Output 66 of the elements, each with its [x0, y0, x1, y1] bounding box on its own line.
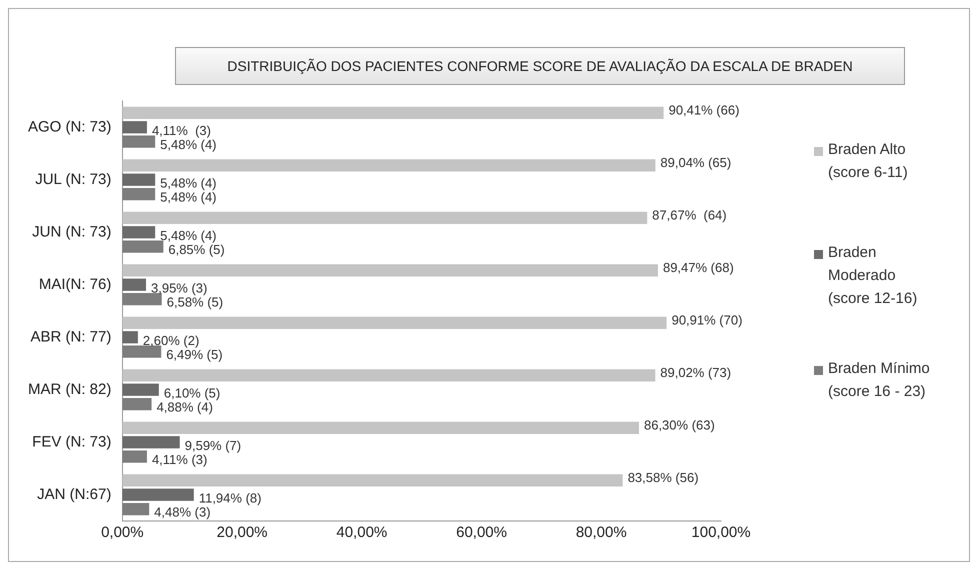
x-tick-label: 20,00%	[216, 524, 268, 542]
data-label: 87,67% (64)	[652, 207, 727, 222]
data-label: 5,48% (4)	[160, 175, 217, 190]
data-label: 9,59% (7)	[184, 438, 242, 453]
data-label: 5,48% (4)	[160, 228, 217, 243]
y-tick-label: JUN (N: 73)	[32, 223, 112, 240]
x-tick-label: 80,00%	[576, 524, 627, 542]
bar	[122, 121, 147, 134]
y-tick-label: FEV (N: 73)	[32, 433, 112, 450]
bar	[122, 316, 667, 329]
bar	[122, 346, 162, 358]
x-tick-label: 0,00%	[101, 524, 144, 542]
bar	[122, 136, 156, 148]
data-label: 3,95% (3)	[150, 280, 208, 296]
y-tick-label: AGO (N: 73)	[28, 118, 112, 136]
bar	[122, 436, 180, 448]
x-tick-label: 100,00%	[691, 524, 751, 542]
bar	[122, 450, 147, 463]
bar	[122, 369, 656, 382]
data-label: 4,11% (3)	[152, 452, 208, 468]
y-tick-label: MAI(N: 76)	[38, 276, 112, 293]
legend-label: Braden Mínimo (score 16 - 23)	[828, 359, 931, 402]
data-label: 6,10% (5)	[164, 385, 220, 400]
x-tick-label: 60,00%	[456, 524, 507, 542]
data-label: 11,94% (8)	[198, 490, 262, 506]
data-label: 6,85% (5)	[168, 242, 225, 258]
data-label: 83,58% (56)	[628, 470, 699, 485]
bar	[122, 384, 159, 396]
chart-title: DSITRIBUIÇÃO DOS PACIENTES CONFORME SCORE DE AVALIAÇÃO DA ESCALA DE BRADEN	[175, 47, 905, 85]
data-label: 6,49% (5)	[166, 347, 223, 362]
bar	[122, 331, 138, 344]
data-label: 6,58% (5)	[166, 294, 224, 310]
data-label: 4,48% (3)	[154, 504, 211, 520]
y-tick-label: JUL (N: 73)	[35, 170, 112, 188]
data-label: 2,60% (2)	[142, 332, 200, 348]
legend-label: Braden Alto (score 6-11)	[828, 140, 909, 183]
bar	[122, 174, 156, 186]
y-tick-label: JAN (N:67)	[37, 486, 112, 503]
bar	[122, 278, 146, 291]
y-tick-label: ABR (N: 77)	[30, 328, 112, 346]
bar	[122, 474, 623, 486]
bar	[122, 422, 639, 434]
bar	[122, 503, 150, 516]
bar	[122, 106, 664, 119]
y-tick-label: MAR (N: 82)	[28, 380, 112, 398]
data-label: 5,48% (4)	[160, 137, 217, 152]
data-label: 5,48% (4)	[160, 190, 217, 205]
bar	[122, 264, 658, 276]
data-label: 89,04% (65)	[660, 154, 732, 170]
legend-label: Braden Moderado (score 12-16)	[828, 243, 918, 309]
bar	[122, 398, 152, 410]
data-label: 90,91% (70)	[672, 312, 742, 328]
data-label: 4,11% (3)	[152, 122, 211, 138]
bar	[122, 212, 648, 224]
data-label: 90,41% (66)	[668, 102, 740, 118]
data-label: 86,30% (63)	[644, 417, 715, 432]
data-label: 89,02% (73)	[660, 364, 732, 380]
data-label: 4,88% (4)	[156, 400, 213, 415]
bar	[122, 488, 194, 501]
bar	[122, 188, 156, 200]
x-tick-label: 40,00%	[336, 524, 388, 542]
bar	[122, 226, 156, 238]
bar	[122, 240, 164, 253]
bar	[122, 293, 162, 306]
bar	[122, 159, 656, 172]
data-label: 89,47% (68)	[662, 260, 734, 275]
